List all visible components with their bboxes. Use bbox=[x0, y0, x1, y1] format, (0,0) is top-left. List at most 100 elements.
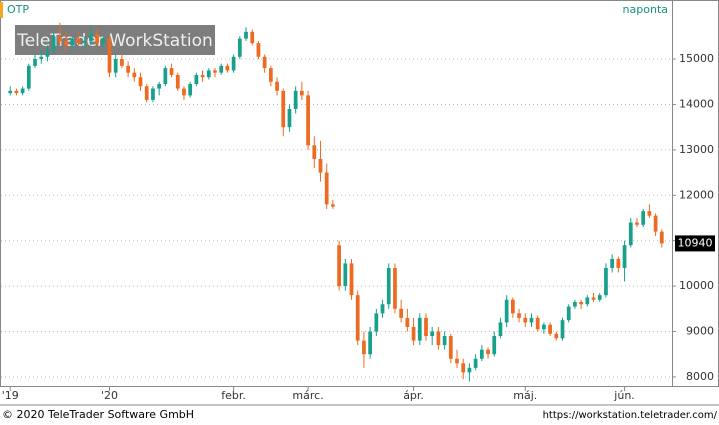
candle-body bbox=[70, 38, 75, 46]
candle-body bbox=[82, 40, 87, 44]
candle-body bbox=[566, 306, 571, 321]
candle-body bbox=[579, 301, 583, 305]
candle-body bbox=[120, 59, 124, 66]
candle-body bbox=[126, 65, 130, 73]
last-price-box bbox=[675, 235, 715, 252]
candle-body bbox=[293, 90, 298, 110]
candle-body bbox=[573, 301, 577, 307]
candle-body bbox=[349, 263, 354, 296]
candle-body bbox=[635, 222, 639, 225]
candle-body bbox=[318, 158, 323, 173]
candle-body bbox=[430, 331, 435, 337]
candle-body bbox=[504, 299, 509, 323]
candle-body bbox=[39, 56, 44, 60]
copyright: © 2020 TeleTrader Software GmbH bbox=[2, 408, 194, 421]
candle-body bbox=[399, 308, 404, 318]
candle-body bbox=[169, 68, 174, 75]
candle-body bbox=[219, 65, 224, 73]
candle-body bbox=[337, 245, 341, 287]
candle-body bbox=[442, 336, 447, 346]
candle-body bbox=[194, 74, 199, 85]
candle-body bbox=[436, 331, 441, 346]
source-url: https://workstation.teletrader.com/ bbox=[543, 410, 718, 421]
candle-body bbox=[448, 336, 453, 359]
last-price-label: 10940 bbox=[678, 236, 713, 249]
candle-body bbox=[250, 31, 255, 44]
y-tick-label: 12000 bbox=[679, 188, 714, 201]
candle-body bbox=[163, 68, 168, 85]
candle-body bbox=[8, 90, 13, 94]
candle-body bbox=[151, 88, 155, 100]
candle-body bbox=[653, 215, 658, 232]
candle-body bbox=[597, 295, 602, 300]
plot-frame bbox=[0, 0, 673, 387]
candle-body bbox=[95, 34, 99, 44]
candle-body bbox=[57, 36, 62, 41]
candle-body bbox=[467, 367, 472, 373]
candle-body bbox=[300, 90, 304, 96]
x-tick-label: márc. bbox=[292, 389, 323, 402]
candle-body bbox=[455, 358, 459, 364]
y-tick-label: 8000 bbox=[686, 370, 714, 383]
candle-body bbox=[157, 84, 162, 89]
candle-body bbox=[374, 313, 379, 332]
candle-body bbox=[659, 231, 664, 244]
candle-body bbox=[542, 324, 546, 330]
watermark: TeleTrader WorkStation bbox=[16, 31, 213, 51]
y-tick-label: 14000 bbox=[679, 97, 714, 110]
y-tick-label: 9000 bbox=[686, 325, 714, 338]
y-axis-frame bbox=[672, 0, 719, 387]
candle-body bbox=[26, 65, 31, 89]
candle-body bbox=[560, 320, 565, 339]
candle-body bbox=[647, 211, 652, 216]
candle-body bbox=[368, 331, 372, 355]
candle-body bbox=[200, 74, 205, 78]
candle-body bbox=[380, 304, 385, 314]
candle-body bbox=[523, 317, 528, 323]
candle-body bbox=[479, 349, 484, 359]
candle-body bbox=[417, 317, 422, 341]
candle-body bbox=[628, 222, 633, 246]
candle-body bbox=[529, 317, 534, 323]
candle-body bbox=[461, 363, 466, 373]
candle-body bbox=[424, 317, 428, 337]
candle-body bbox=[231, 56, 236, 71]
candle-body bbox=[182, 88, 186, 96]
candle-body bbox=[362, 340, 366, 355]
x-tick-label: febr. bbox=[221, 389, 246, 402]
candle-body bbox=[287, 109, 292, 128]
candle-body bbox=[262, 56, 267, 69]
chart-title: OTP bbox=[7, 3, 29, 16]
candle-body bbox=[405, 317, 410, 327]
candle-body bbox=[275, 81, 279, 91]
candle-body bbox=[256, 43, 261, 57]
candle-body bbox=[306, 95, 310, 146]
candle-body bbox=[324, 172, 329, 205]
symbol-marker bbox=[0, 2, 3, 18]
y-tick-label: 13000 bbox=[679, 143, 714, 156]
y-tick-label: 15000 bbox=[679, 52, 714, 65]
candle-body bbox=[132, 72, 137, 78]
candle-body bbox=[281, 90, 286, 128]
candle-body bbox=[138, 77, 143, 87]
candle-body bbox=[393, 267, 397, 309]
x-tick-label: máj. bbox=[513, 389, 537, 402]
x-tick-label: '19 bbox=[2, 389, 19, 402]
candle-body bbox=[188, 84, 193, 96]
candle-body bbox=[312, 145, 317, 159]
candle-body bbox=[343, 263, 348, 287]
candle-body bbox=[213, 70, 217, 73]
candle-body bbox=[386, 267, 391, 305]
candle-body bbox=[89, 34, 93, 41]
candle-body bbox=[64, 40, 68, 46]
candle-body bbox=[113, 59, 118, 73]
candle-body bbox=[355, 295, 360, 341]
y-tick-label: 10000 bbox=[679, 279, 714, 292]
candle-body bbox=[535, 317, 540, 330]
candle-body bbox=[237, 38, 242, 57]
candle-body bbox=[107, 38, 112, 73]
candle-body bbox=[225, 65, 230, 71]
candle-body bbox=[473, 358, 478, 368]
candle-body bbox=[175, 74, 180, 89]
